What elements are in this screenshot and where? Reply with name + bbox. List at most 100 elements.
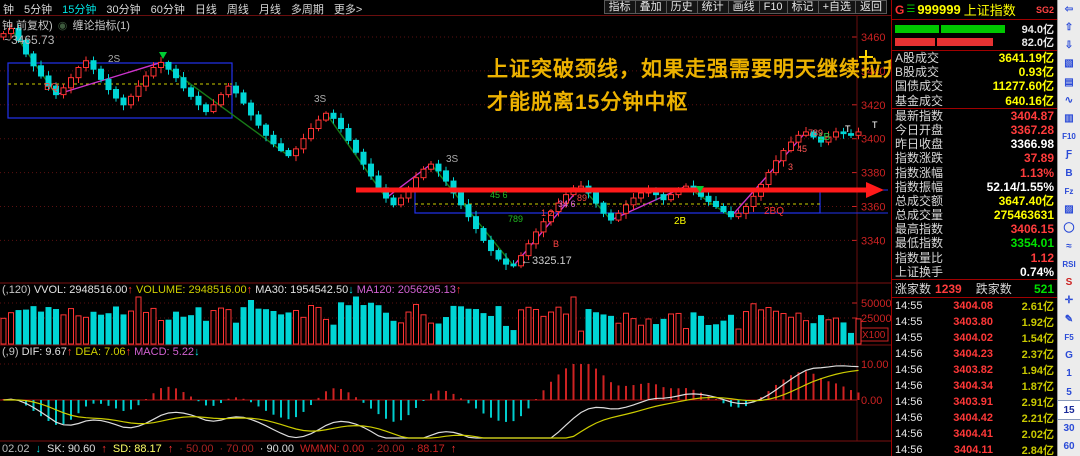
tick-time: 14:56 (895, 380, 923, 392)
period-tab-多周期[interactable]: 多周期 (290, 4, 324, 16)
ma30-arrow-icon: ↓ (348, 284, 354, 296)
toolbar-button-画线[interactable]: 画线 (727, 0, 760, 14)
tick-price: 3404.08 (953, 300, 993, 312)
tick-price: 3404.41 (953, 428, 993, 440)
field-label: 最新指数 (895, 108, 944, 123)
field-value: 1.12 (1030, 250, 1054, 265)
tick-row: 14:56 3403.82 1.94亿 (892, 362, 1057, 378)
period-tab-日线[interactable]: 日线 (194, 4, 217, 16)
tick-time: 14:56 (895, 444, 923, 456)
period-tabs: 钟 5分钟 15分钟 30分钟 60分钟 日线 周线 月线 多周期 更多> (3, 1, 362, 17)
macd-prefix: (,9) (2, 346, 19, 358)
field-value: 52.14/1.55% (986, 179, 1054, 194)
period-tab-钟[interactable]: 钟 (3, 4, 14, 16)
field-value: 0.93亿 (1018, 65, 1054, 80)
menu-icon[interactable]: ☰ (906, 4, 916, 15)
tick-row: 14:56 3403.91 2.91亿 (892, 394, 1057, 410)
bottom-indicator-value: · 90.00 (259, 443, 295, 455)
svg-text:25000: 25000 (861, 313, 891, 325)
up-icon[interactable]: ⇧ (1064, 21, 1074, 33)
ma30-label: MA30: (255, 284, 288, 296)
field-value: 0.74% (1019, 264, 1054, 279)
field-label: 昨日收盘 (895, 137, 944, 152)
field-label: 指数振幅 (895, 179, 944, 194)
period-tab-15分钟[interactable]: 15分钟 (62, 4, 97, 16)
period-tab-月线[interactable]: 月线 (258, 4, 281, 16)
tick-row: 14:56 3404.42 2.21亿 (892, 410, 1057, 426)
tick-time: 14:55 (895, 316, 923, 328)
fund-icon[interactable]: Ƒ (1065, 149, 1073, 161)
g-icon[interactable]: G (895, 2, 905, 17)
minute-line-icon[interactable]: ∿ (1064, 94, 1074, 106)
multi-chart-icon[interactable]: ▨ (1064, 204, 1074, 216)
field-row: 最高指数 3406.15 (892, 222, 1057, 236)
f5-icon[interactable]: F5 (1064, 332, 1074, 342)
ma30-value: 1954542.50 (290, 284, 349, 296)
volume-bar-segment (895, 24, 939, 33)
volume-multiplier: X100 (862, 330, 886, 341)
annotation-line1: 上证突破颈线，如果走强需要明天继续拉升 (487, 58, 905, 81)
toolbar-button-指标[interactable]: 指标 (603, 0, 636, 14)
draw-icon[interactable]: ✎ (1064, 313, 1074, 325)
svg-text:3380: 3380 (861, 168, 885, 180)
indicator-name[interactable]: 缠论指标(1) (72, 20, 130, 32)
buy-sell-volume-bars: 94.0亿 82.0亿 (892, 20, 1057, 51)
toolbar-button-F10[interactable]: F10 (758, 0, 788, 14)
rsi-icon[interactable]: RSI (1062, 259, 1076, 269)
g-tool-icon[interactable]: G (1065, 350, 1073, 362)
field-value: 3406.15 (1010, 222, 1054, 237)
quote-table-icon[interactable]: ▤ (1064, 76, 1074, 88)
strip-period-5[interactable]: 5 (1066, 386, 1072, 398)
tick-time: 14:56 (895, 364, 923, 376)
volume-header: (,120) VVOL: 2948516.00↑ VOLUME: 2948516… (2, 284, 461, 296)
wave-icon[interactable]: ≈ (1066, 240, 1072, 252)
down-icon[interactable]: ⇩ (1064, 40, 1074, 52)
field-value: 3647.40亿 (998, 193, 1054, 208)
back-icon[interactable]: ⇦ (1064, 3, 1074, 15)
move-icon[interactable]: ✛ (1064, 295, 1074, 307)
period-tab-60分钟[interactable]: 60分钟 (150, 4, 185, 16)
macd-header: (,9) DIF: 9.67↑ DEA: 7.06↑ MACD: 5.22↓ (2, 346, 200, 358)
advancers-count: 1239 (935, 281, 962, 296)
svg-text:3460: 3460 (861, 32, 885, 44)
period-tab-周线[interactable]: 周线 (226, 4, 249, 16)
field-value: 3354.01 (1010, 236, 1054, 251)
side-icon-strip: ⇦ ⇧ ⇩ ▧ ▤ ∿ ▥ F10 Ƒ B Fz ▨ ◯ ≈ RSI S ✛ ✎ F5 G 1 5 15 30 60 (1057, 0, 1080, 456)
tick-row: 14:56 3404.23 2.37亿 (892, 346, 1057, 362)
period-tab-30分钟[interactable]: 30分钟 (106, 4, 141, 16)
dif-arrow-icon: ↑ (66, 346, 73, 358)
strip-period-60[interactable]: 60 (1063, 441, 1075, 453)
field-label: 指数涨跌 (895, 151, 944, 166)
tick-amount: 2.91亿 (1021, 397, 1054, 409)
circle-icon[interactable]: ◯ (1063, 222, 1075, 234)
svg-text:←3325.17: ←3325.17 (521, 255, 572, 267)
strip-period-15[interactable]: 15 (1057, 400, 1080, 421)
field-row: 基金成交 640.16亿 (892, 94, 1057, 108)
quote-header[interactable]: G ☰ 999999 上证指数 SG2 (892, 0, 1057, 20)
strip-period-1[interactable]: 1 (1066, 368, 1072, 380)
fz-icon[interactable]: Fz (1064, 186, 1074, 196)
logo-s-icon[interactable]: S (1065, 277, 1073, 289)
period-tab-5分钟[interactable]: 5分钟 (24, 4, 53, 16)
block-icon[interactable]: B (1065, 167, 1073, 179)
strip-period-30[interactable]: 30 (1063, 423, 1075, 434)
toolbar-button-叠加[interactable]: 叠加 (634, 0, 667, 14)
svg-text:3S: 3S (314, 94, 327, 105)
svg-text:T: T (872, 120, 878, 130)
advancers-row: 涨家数 1239 跌家数 521 (892, 280, 1057, 298)
svg-text:3S: 3S (446, 154, 459, 165)
bottom-indicator-value: · 70.00 (219, 443, 254, 455)
field-label: 总成交额 (895, 193, 944, 208)
field-value: 640.16亿 (1005, 93, 1054, 108)
volume-bar-segment (937, 37, 993, 46)
toolbar-button-返回[interactable]: 返回 (855, 0, 887, 14)
kline-icon[interactable]: ▥ (1064, 113, 1074, 125)
period-tab-更多>[interactable]: 更多> (333, 4, 363, 16)
field-label: 总成交量 (895, 208, 944, 223)
f10-icon[interactable]: F10 (1062, 132, 1076, 142)
trend-chart-icon[interactable]: ▧ (1064, 58, 1074, 70)
macd-arrow-icon: ↓ (194, 346, 200, 358)
field-row: 昨日收盘 3366.98 (892, 137, 1057, 151)
